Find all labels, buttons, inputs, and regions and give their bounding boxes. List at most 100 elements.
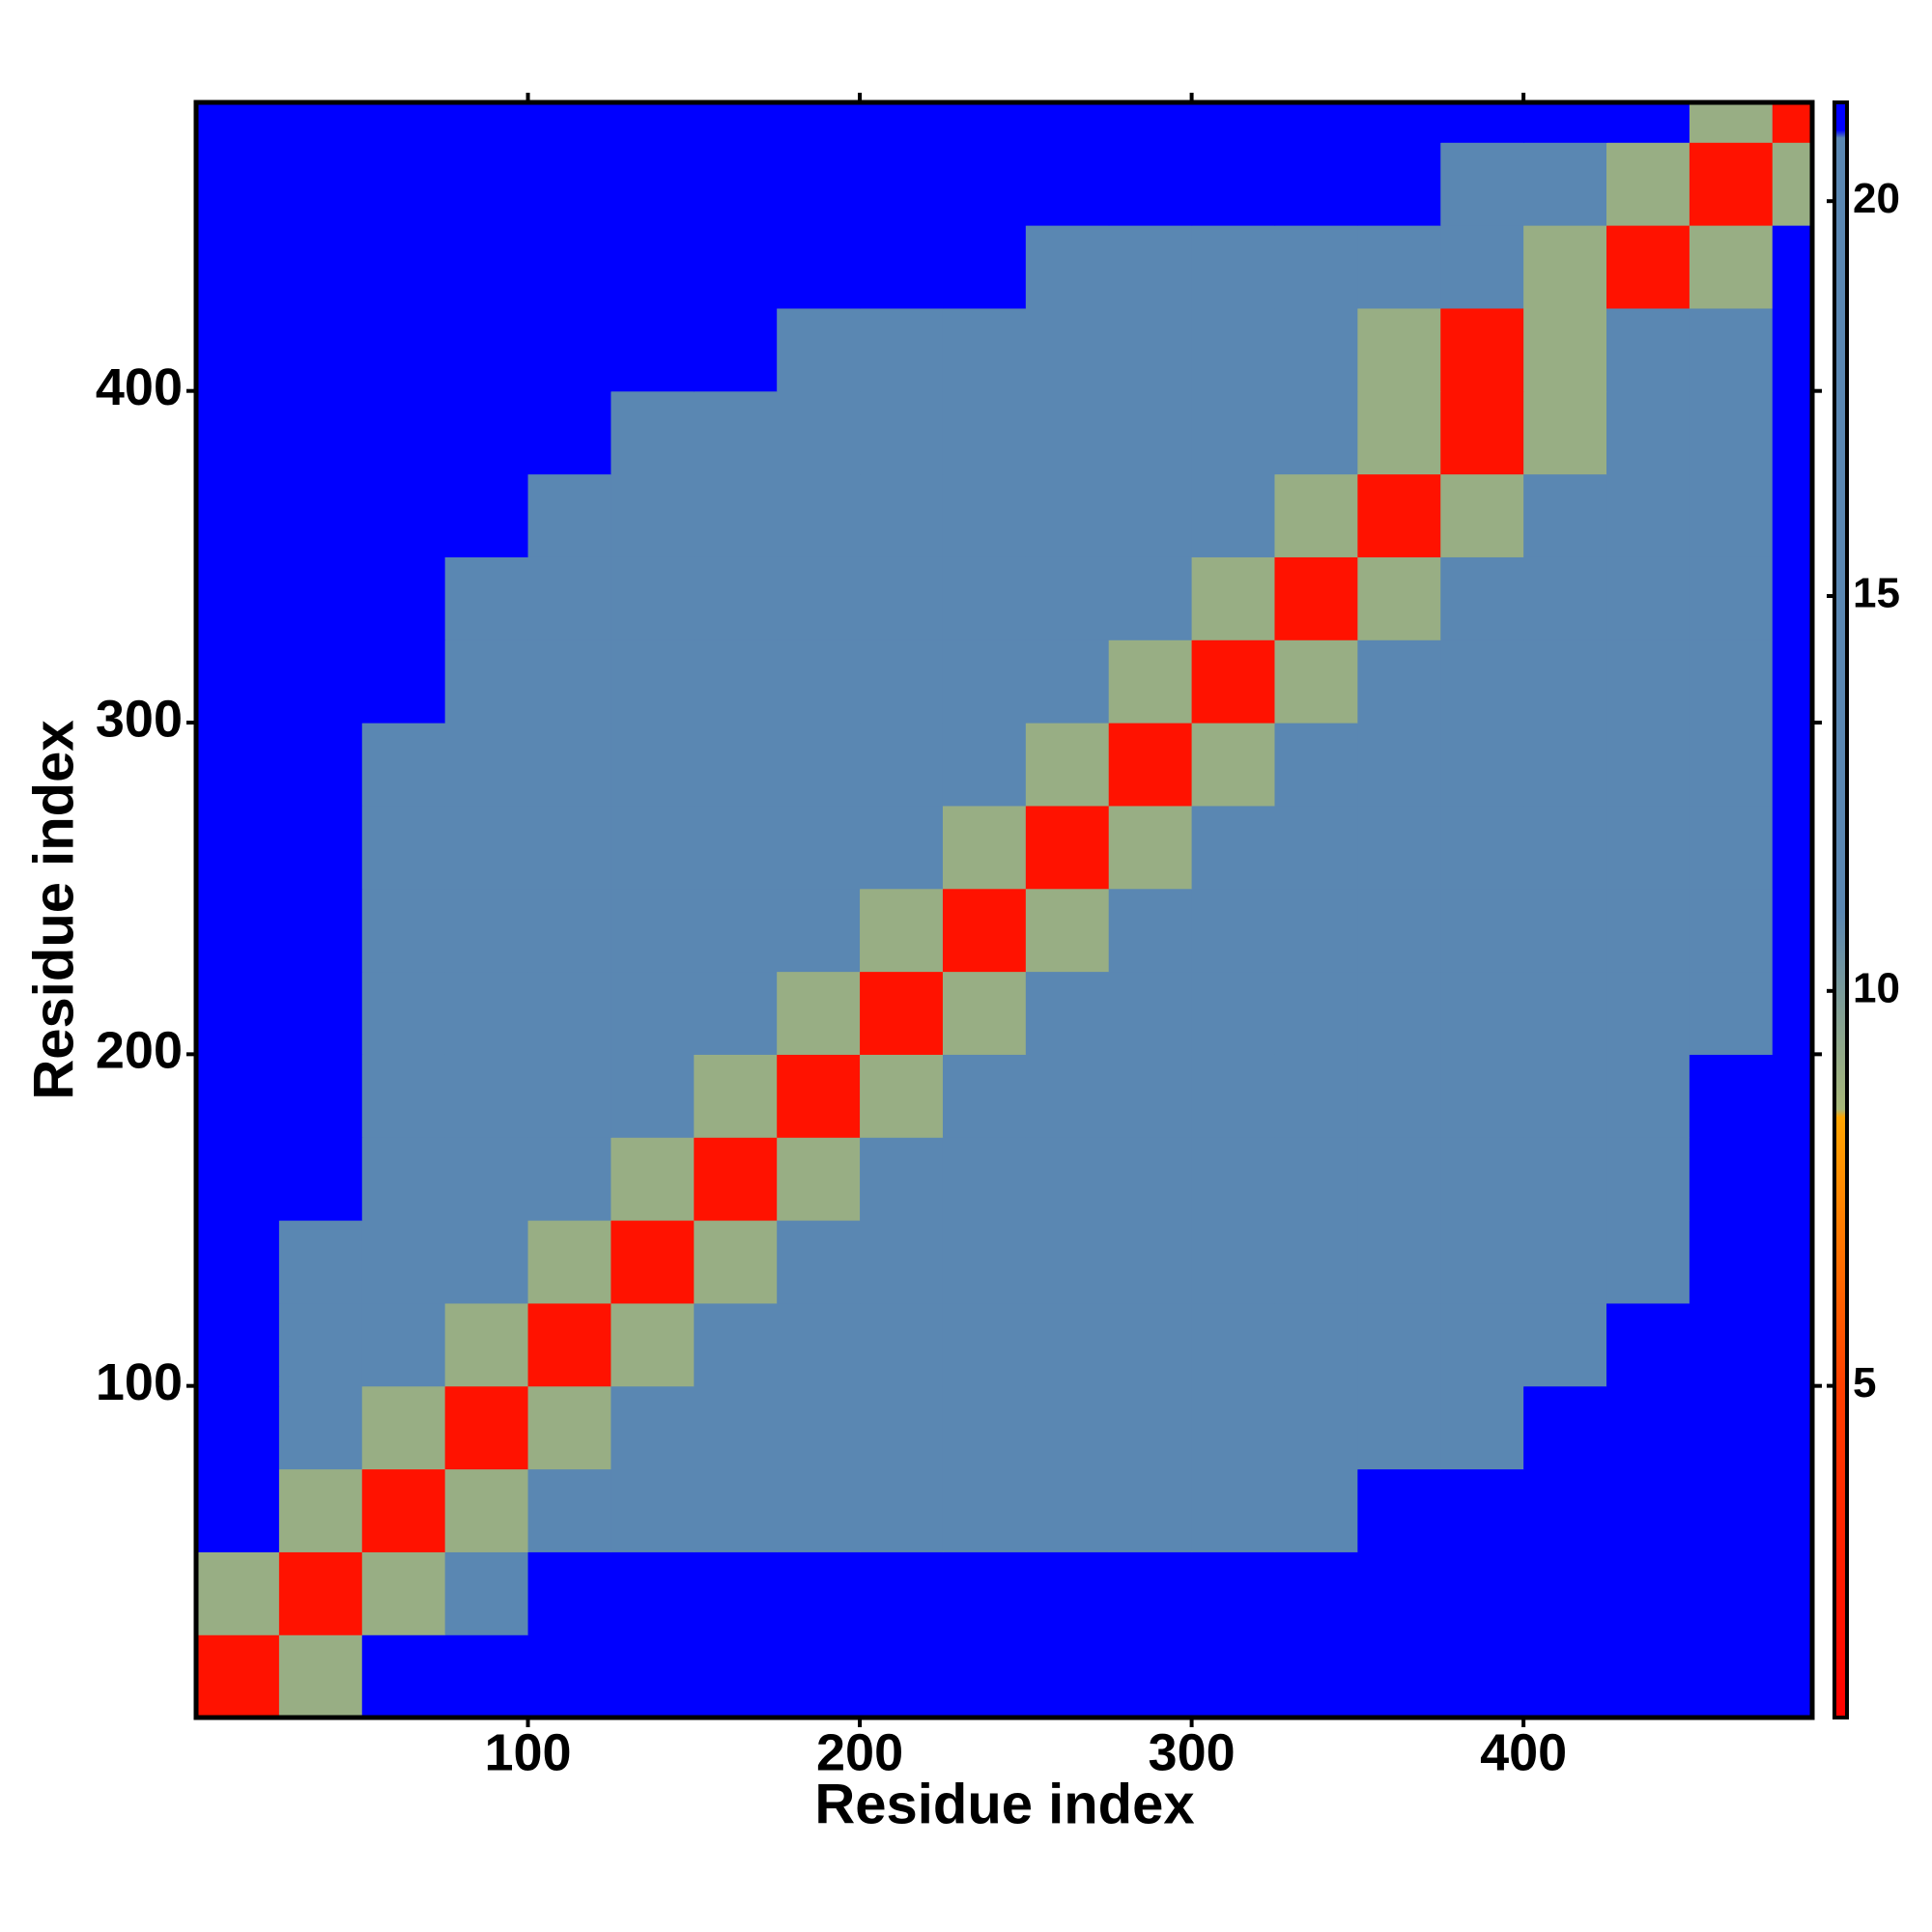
heatmap-cell: [1357, 307, 1441, 392]
heatmap-cell: [1357, 1302, 1441, 1387]
heatmap-cell: [942, 1551, 1027, 1635]
heatmap-cell: [196, 102, 280, 143]
heatmap-cell: [278, 142, 363, 226]
heatmap-cell: [1689, 1302, 1774, 1387]
heatmap-cell: [1523, 225, 1607, 309]
heatmap-cell: [1108, 142, 1193, 226]
y-tick-label: 300: [96, 690, 183, 748]
heatmap-cell: [1523, 1468, 1607, 1552]
y-tick-label: 100: [96, 1353, 183, 1411]
heatmap-cell: [694, 971, 778, 1055]
heatmap-cell: [860, 888, 944, 973]
heatmap-cell: [860, 1220, 944, 1304]
heatmap-cell: [278, 888, 363, 973]
heatmap-cell: [1108, 1634, 1193, 1719]
heatmap-cell: [527, 390, 612, 475]
heatmap-cell: [1025, 473, 1110, 557]
x-axis-label: Residue index: [814, 1773, 1194, 1835]
heatmap-cell: [361, 390, 446, 475]
heatmap-cell: [1523, 639, 1607, 724]
heatmap-cell: [1689, 225, 1774, 309]
heatmap-cell: [278, 102, 363, 143]
heatmap-cell: [1440, 1385, 1524, 1470]
heatmap-cell: [1025, 1468, 1110, 1552]
heatmap-cell: [444, 307, 529, 392]
heatmap-cell: [1772, 1634, 1813, 1719]
heatmap-cell: [278, 1302, 363, 1387]
heatmap-cell: [1191, 225, 1276, 309]
heatmap-cell: [1606, 1551, 1690, 1635]
heatmap-cell: [196, 1551, 280, 1635]
heatmap-cell: [1274, 639, 1358, 724]
heatmap-cell: [942, 888, 1027, 973]
heatmap-cell: [860, 1468, 944, 1552]
heatmap-cell: [361, 1385, 446, 1470]
heatmap-cell: [777, 225, 861, 309]
heatmap-cell: [1274, 225, 1358, 309]
heatmap-cell: [361, 1551, 446, 1635]
heatmap-cell: [1606, 1220, 1690, 1304]
heatmap-cell: [1357, 723, 1441, 807]
heatmap-cell: [1357, 971, 1441, 1055]
heatmap-cell: [1523, 1634, 1607, 1719]
heatmap-cell: [694, 1054, 778, 1138]
heatmap-cell: [1606, 888, 1690, 973]
heatmap-cell: [611, 390, 695, 475]
colorbar-tick-label: 5: [1853, 1359, 1876, 1406]
heatmap-cell: [444, 390, 529, 475]
heatmap-cell: [444, 102, 529, 143]
heatmap-cell: [611, 142, 695, 226]
heatmap-cell: [1440, 639, 1524, 724]
heatmap-cell: [1108, 1137, 1193, 1221]
heatmap-cell: [1440, 888, 1524, 973]
heatmap-cell: [694, 639, 778, 724]
heatmap-cell: [527, 556, 612, 640]
heatmap-cell: [694, 1302, 778, 1387]
heatmap-cell: [361, 556, 446, 640]
heatmap-cell: [1025, 307, 1110, 392]
heatmap-cell: [1772, 1137, 1813, 1221]
heatmap-cell: [777, 1054, 861, 1138]
heatmap-cell: [942, 1385, 1027, 1470]
heatmap-cell: [694, 142, 778, 226]
heatmap-cell: [361, 1468, 446, 1552]
heatmap-cell: [611, 1551, 695, 1635]
heatmap-cell: [1689, 102, 1774, 143]
heatmap-cell: [1772, 723, 1813, 807]
heatmap-cell: [1191, 723, 1276, 807]
heatmap-cell: [1357, 1137, 1441, 1221]
heatmap-cell: [611, 639, 695, 724]
heatmap-cell: [860, 142, 944, 226]
heatmap-cell: [1772, 102, 1813, 143]
heatmap-cell: [1440, 556, 1524, 640]
heatmap-cell: [1357, 473, 1441, 557]
heatmap-cell: [527, 1468, 612, 1552]
heatmap-cell: [777, 1302, 861, 1387]
heatmap-cell: [1523, 1302, 1607, 1387]
heatmap-cell: [1689, 142, 1774, 226]
heatmap-cell: [1440, 805, 1524, 890]
heatmap-cell: [196, 1137, 280, 1221]
heatmap-cell: [1274, 1551, 1358, 1635]
heatmap-cell: [1108, 1054, 1193, 1138]
heatmap-cell: [278, 1634, 363, 1719]
heatmap-cell: [196, 1220, 280, 1304]
heatmap-cell: [361, 1054, 446, 1138]
heatmap-cell: [444, 723, 529, 807]
x-tick-label: 100: [484, 1723, 571, 1781]
heatmap-cell: [444, 142, 529, 226]
heatmap-cell: [444, 805, 529, 890]
heatmap-cell: [1108, 1385, 1193, 1470]
heatmap-cell: [1606, 1385, 1690, 1470]
heatmap-cell: [1191, 142, 1276, 226]
heatmap-cell: [278, 225, 363, 309]
heatmap-cell: [1357, 1385, 1441, 1470]
heatmap-cell: [777, 102, 861, 143]
heatmap-cell: [694, 1551, 778, 1635]
heatmap-cell: [1772, 971, 1813, 1055]
heatmap-cell: [694, 102, 778, 143]
heatmap-cell: [1025, 1385, 1110, 1470]
heatmap-cell: [1274, 1220, 1358, 1304]
heatmap-cell: [361, 473, 446, 557]
heatmap-cell: [1108, 1551, 1193, 1635]
